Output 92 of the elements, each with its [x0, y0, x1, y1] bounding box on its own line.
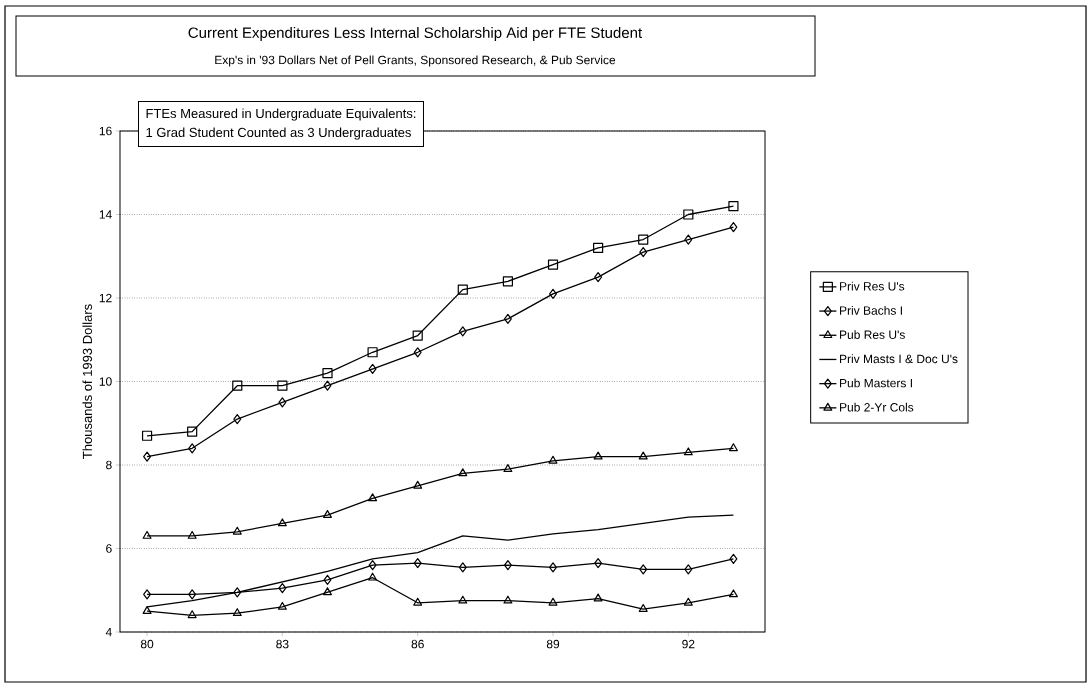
point — [323, 574, 332, 585]
annotation: 1 Grad Student Counted as 3 Undergraduates — [146, 127, 411, 140]
point — [639, 246, 648, 258]
legend-label: Pub Res U's — [840, 330, 905, 339]
point — [413, 347, 422, 358]
point — [233, 413, 242, 425]
point — [143, 451, 152, 462]
point — [368, 493, 378, 502]
point — [322, 368, 333, 379]
legend-label: Pub Masters I — [840, 378, 912, 388]
legend-label: Priv Res U's — [840, 281, 905, 291]
point — [412, 330, 423, 341]
point — [458, 326, 467, 337]
text: FTEs Measured in Undergraduate Equivalents: — [146, 108, 416, 121]
x-tick-label: 80 — [140, 639, 154, 649]
point — [232, 526, 242, 535]
point — [502, 276, 514, 287]
point — [322, 510, 332, 518]
point — [278, 397, 287, 408]
x-tick-label: 86 — [411, 639, 424, 649]
chart-subtitle: Exp's in '93 Dollars Net of Pell Grants, Sponsored Research, & Pub Service — [215, 55, 616, 67]
point — [413, 558, 422, 569]
legend-label: Pub 2-Yr Cols — [840, 402, 914, 412]
point — [684, 234, 693, 245]
point — [141, 430, 153, 441]
y-tick-label: 14 — [99, 210, 112, 219]
point — [683, 447, 693, 456]
point — [728, 443, 738, 452]
point — [143, 589, 152, 600]
point — [142, 530, 152, 539]
point — [503, 595, 513, 604]
point — [728, 201, 739, 212]
point — [549, 562, 557, 573]
point — [729, 553, 738, 565]
point — [549, 288, 557, 299]
point — [638, 451, 648, 460]
point — [188, 443, 197, 454]
point — [187, 426, 198, 437]
point — [413, 597, 423, 606]
point — [367, 347, 378, 358]
x-tick-label: 89 — [546, 639, 560, 649]
point — [187, 610, 197, 619]
y-tick-label: 8 — [106, 460, 112, 470]
y-tick-label: 12 — [99, 293, 112, 303]
chart-title: Current Expenditures Less Internal Scholarship Aid per FTE Student — [188, 27, 643, 41]
point — [457, 284, 468, 295]
y-axis-title: Thousands of 1993 Dollars — [82, 304, 92, 459]
point — [233, 587, 242, 598]
point — [458, 595, 468, 604]
point — [368, 572, 378, 581]
y-tick-label: 6 — [106, 544, 112, 553]
point — [232, 380, 243, 391]
x-tick-label: 83 — [276, 639, 289, 649]
point — [503, 560, 512, 571]
point — [188, 589, 197, 600]
point — [594, 558, 603, 569]
point — [638, 603, 648, 612]
point — [503, 313, 512, 324]
point — [728, 589, 738, 598]
point — [683, 209, 694, 220]
legend-label: Priv Bachs I — [840, 305, 902, 315]
point — [277, 380, 288, 391]
x-tick-label: 92 — [682, 639, 695, 649]
point — [232, 608, 242, 617]
point — [548, 597, 558, 606]
point — [593, 242, 604, 253]
point — [277, 518, 287, 527]
point — [458, 562, 467, 573]
point — [729, 221, 738, 233]
point — [323, 380, 332, 391]
point — [322, 587, 332, 596]
y-tick-label: 16 — [99, 126, 112, 136]
point — [639, 564, 648, 575]
point — [638, 234, 649, 245]
point — [187, 530, 197, 539]
point — [684, 564, 693, 575]
point — [368, 560, 377, 571]
point — [413, 480, 423, 489]
y-tick-label: 10 — [99, 377, 112, 386]
y-tick-label: 4 — [105, 627, 112, 637]
point — [278, 583, 287, 594]
point — [593, 593, 603, 602]
point — [547, 259, 559, 270]
point — [277, 601, 287, 610]
point — [548, 455, 558, 464]
point — [368, 363, 377, 375]
point — [503, 464, 513, 473]
point — [594, 272, 603, 283]
point — [458, 468, 468, 477]
point — [683, 597, 693, 606]
point — [593, 451, 603, 460]
legend-label: Priv Masts I & Doc U's — [840, 354, 958, 364]
